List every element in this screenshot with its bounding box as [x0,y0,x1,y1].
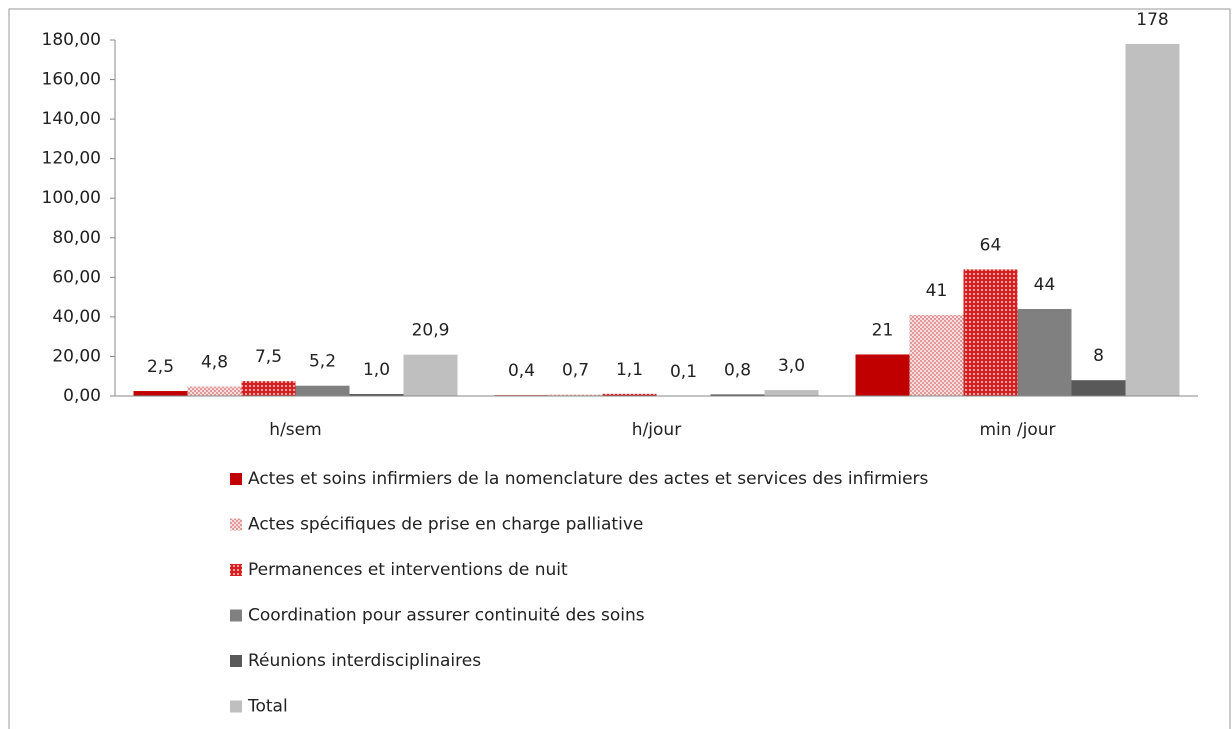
bar [602,393,657,396]
data-label: 0,8 [724,360,751,380]
bar [295,385,350,396]
data-label: 5,2 [309,352,336,372]
y-tick-label: 40,00 [52,307,101,327]
y-tick-label: 100,00 [42,188,101,208]
legend-swatch [230,473,242,485]
data-label: 8 [1093,346,1104,366]
y-tick-label: 160,00 [42,70,101,90]
data-label: 1,0 [363,360,390,380]
legend-label: Réunions interdisciplinaires [248,651,481,671]
data-label: 4,8 [201,353,228,373]
legend-swatch [230,655,242,667]
data-label: 7,5 [255,347,282,367]
bar [1125,43,1180,396]
legend-label: Actes et soins infirmiers de la nomencla… [248,469,929,489]
bar [241,381,296,396]
y-tick-label: 60,00 [52,267,101,287]
data-label: 178 [1136,10,1168,30]
y-tick-label: 80,00 [52,228,101,248]
y-tick-label: 140,00 [42,109,101,129]
bar [909,314,964,396]
legend-swatch [230,700,242,713]
data-label: 0,7 [562,361,589,381]
data-label: 1,1 [616,360,643,380]
bar [548,394,603,396]
data-label: 64 [980,235,1002,255]
x-tick-label: h/jour [632,420,681,440]
bar [1071,380,1126,396]
bar [1017,308,1072,396]
data-label: 21 [872,320,894,340]
bar [764,390,819,396]
data-label: 2,5 [147,357,174,377]
bar [133,391,188,396]
frame [8,8,1231,729]
y-tick-label: 20,00 [52,346,101,366]
data-label: 0,4 [508,361,535,381]
data-label: 3,0 [778,356,805,376]
data-label: 41 [926,281,948,301]
x-tick-label: min /jour [979,420,1055,440]
legend-swatch [230,564,242,576]
bar [710,394,765,396]
bar [349,394,404,396]
data-label: 44 [1034,275,1056,295]
legend-label: Total [247,697,288,717]
bar [963,269,1018,396]
y-tick-label: 180,00 [42,30,101,50]
legend-label: Actes spécifiques de prise en charge pal… [248,515,643,535]
bar [187,386,242,396]
legend-swatch [230,609,242,622]
data-label: 0,1 [670,362,697,382]
legend-label: Permanences et interventions de nuit [248,560,568,580]
bar [403,354,458,396]
y-tick-label: 120,00 [42,149,101,169]
y-tick-label: 0,00 [63,386,101,406]
legend-swatch [230,518,242,531]
legend-label: Coordination pour assurer continuité des… [248,606,645,626]
data-label: 20,9 [412,321,450,341]
bar [855,354,910,396]
x-tick-label: h/sem [269,420,321,440]
